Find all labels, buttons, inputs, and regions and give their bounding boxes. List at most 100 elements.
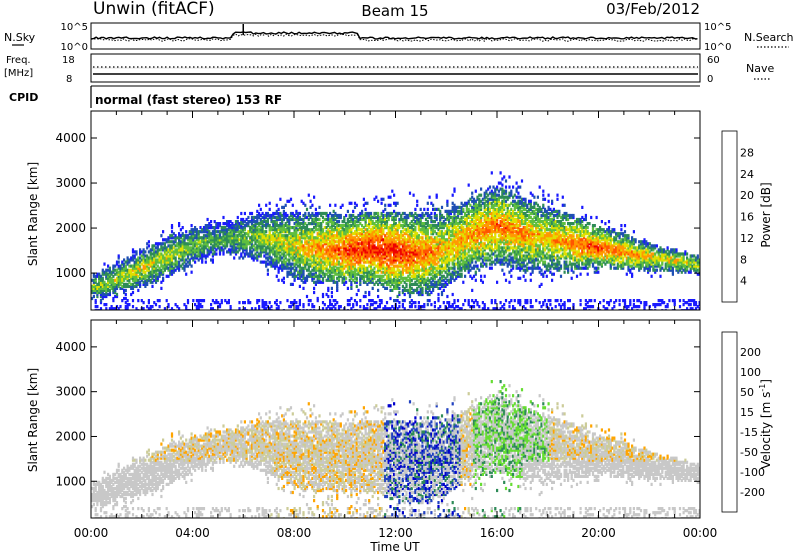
power-cell-3541	[391, 244, 394, 248]
power-cell-1538	[268, 260, 271, 264]
power-cell-1895	[293, 272, 296, 276]
power-cell-2738	[345, 236, 348, 240]
power-cell-4076	[421, 290, 424, 295]
power-cell-3631	[396, 294, 399, 299]
power-cell-304	[131, 256, 135, 260]
power-cell-1584	[272, 252, 275, 256]
power-cell-849	[194, 252, 197, 256]
power-cell-1833	[288, 222, 291, 226]
power-cell-3581	[393, 236, 396, 240]
power-cell-537	[158, 258, 161, 262]
power-cell-2108	[305, 240, 309, 244]
power-cell-1920	[295, 307, 298, 310]
power-cell-415	[146, 278, 149, 282]
power-cell-3143	[368, 211, 371, 216]
power-cell-2236	[314, 264, 317, 268]
power-cell-2257	[314, 211, 317, 216]
power-cell-899	[199, 254, 202, 258]
power-cell-2634	[337, 236, 341, 240]
power-cell-2067	[304, 278, 307, 282]
power-cell-1869	[291, 262, 294, 266]
power-cell-1481	[263, 234, 266, 238]
power-cell-4598	[449, 234, 452, 238]
power-cell-3936	[412, 222, 415, 226]
power-cell-1432	[259, 240, 262, 244]
power-cell-3022	[362, 272, 365, 276]
power-cell-567	[162, 258, 165, 262]
power-cell-4014	[417, 274, 420, 278]
power-cell-1075	[220, 240, 223, 244]
power-cell-27	[94, 274, 97, 278]
power-cell-487	[153, 260, 156, 264]
power-cell-4808	[462, 240, 465, 244]
power-cell-4684	[455, 250, 458, 254]
power-cell-4327	[433, 236, 436, 240]
power-cell-3790	[405, 264, 408, 268]
power-cell-2413	[325, 242, 328, 246]
power-cell-3015	[362, 307, 365, 310]
power-cell-1039	[215, 226, 218, 230]
power-cell-2170	[311, 305, 314, 309]
power-cell-1529	[266, 222, 269, 226]
power-cell-1774	[284, 238, 287, 242]
power-cell-152	[112, 268, 115, 272]
power-cell-4751	[458, 240, 461, 244]
power-cell-2685	[341, 238, 344, 242]
power-cell-4201	[426, 234, 429, 238]
power-cell-4749	[458, 244, 461, 248]
power-cell-1240	[240, 226, 243, 230]
power-cell-1877	[291, 244, 294, 248]
power-cell-3549	[391, 226, 394, 230]
station-title: Unwin (fitACF)	[93, 0, 215, 19]
power-cell-1311	[249, 252, 252, 256]
power-cell-1254	[242, 240, 245, 244]
power-cell-4850	[464, 203, 467, 207]
power-cell-1881	[291, 236, 294, 240]
power-cell-1809	[286, 213, 289, 218]
power-cell-2339	[320, 236, 323, 240]
power-cell-4253	[430, 258, 433, 262]
power-cell-2032	[300, 222, 303, 226]
power-cell-4897	[467, 234, 470, 238]
power-cell-2169	[309, 199, 312, 203]
power-cell-2223	[313, 226, 316, 230]
power-cell-504	[154, 262, 158, 266]
power-cell-1386	[256, 250, 259, 254]
power-cell-1687	[279, 264, 282, 268]
power-cell-4880	[465, 201, 468, 205]
power-cell-2938	[357, 268, 360, 272]
power-cell-2934	[355, 203, 358, 207]
power-cell-2591	[336, 268, 339, 272]
power-cell-748	[181, 234, 184, 238]
power-cell-103	[105, 268, 108, 272]
power-cell-4179	[426, 286, 429, 290]
power-cell-2384	[323, 262, 326, 266]
power-cell-1383	[256, 258, 259, 262]
power-cell-892	[197, 234, 200, 238]
power-cell-2146	[309, 299, 312, 303]
power-cell-1616	[274, 236, 277, 240]
power-cell-2403	[325, 268, 328, 272]
power-cell-3714	[400, 224, 403, 228]
power-cell-20	[94, 290, 97, 295]
power-cell-698	[176, 248, 179, 252]
power-cell-166	[114, 264, 117, 268]
power-cell-4625	[451, 234, 454, 238]
power-cell-1504	[265, 234, 268, 238]
power-cell-1972	[297, 220, 300, 224]
power-cell-1970	[297, 224, 300, 228]
power-cell-2923	[355, 240, 358, 244]
power-cell-1485	[263, 220, 266, 224]
power-cell-1425	[259, 254, 262, 258]
power-cell-4311	[433, 274, 436, 278]
power-cell-3154	[369, 266, 373, 270]
power-cell-678	[174, 264, 177, 268]
power-cell-4388	[437, 228, 440, 232]
power-cell-934	[202, 238, 206, 242]
power-cell-1123	[227, 299, 230, 303]
power-cell-4865	[465, 234, 468, 238]
power-cell-309	[133, 280, 136, 284]
power-cell-726	[179, 250, 182, 254]
power-cell-1539	[268, 256, 271, 260]
power-cell-260	[126, 272, 129, 276]
